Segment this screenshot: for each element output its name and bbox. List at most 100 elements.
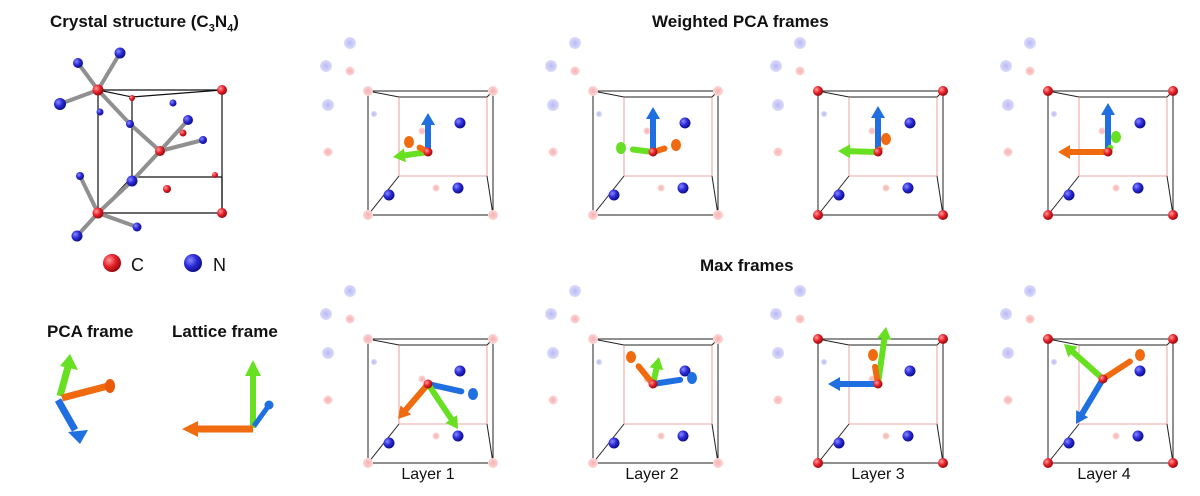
interior-nitrogen-atom (371, 111, 377, 117)
blue-frame-arrow (871, 106, 885, 155)
corner-carbon-atom (813, 334, 823, 344)
corner-carbon-atom (938, 458, 948, 468)
ghost-nitrogen-atom (1024, 285, 1036, 297)
corner-carbon-atom (713, 210, 723, 220)
ghost-carbon-atom (323, 395, 333, 405)
crystal-title-sub2: 4 (227, 22, 234, 35)
interior-carbon-atom (432, 184, 440, 192)
corner-carbon-atom (488, 86, 498, 96)
corner-carbon-atom (1043, 86, 1053, 96)
ghost-nitrogen-atom (320, 308, 332, 320)
crystal-title-prefix: Crystal structure (C (50, 12, 209, 31)
nitrogen-atom (73, 58, 83, 68)
layer-label-1: Layer 1 (401, 466, 455, 483)
legend-carbon-label: C (131, 255, 144, 275)
ghost-carbon-atom (1003, 147, 1013, 157)
interior-carbon-atom (1112, 432, 1120, 440)
interior-nitrogen-atom (904, 117, 916, 129)
ghost-carbon-atom (345, 66, 355, 76)
corner-carbon-atom (813, 210, 823, 220)
pca-green-arrow (56, 354, 78, 397)
interior-nitrogen-atom (679, 117, 691, 129)
pca-orange-arrow (61, 379, 115, 402)
interior-nitrogen-atom (821, 359, 827, 365)
interior-nitrogen-atom (608, 189, 620, 201)
ghost-nitrogen-atom (1002, 347, 1014, 359)
interior-carbon-atom (418, 127, 426, 135)
weighted-panel-layer-1 (320, 37, 498, 220)
ghost-nitrogen-atom (547, 99, 559, 111)
interior-nitrogen-atom (902, 430, 914, 442)
interior-nitrogen-atom (833, 437, 845, 449)
orange-frame-arrow (1100, 349, 1145, 382)
ghost-nitrogen-atom (344, 37, 356, 49)
frame-origin-atom (423, 147, 433, 157)
ghost-carbon-atom (773, 395, 783, 405)
lattice-frame-axes (182, 360, 274, 437)
crystal-title-sub1: 3 (208, 22, 215, 35)
ghost-carbon-atom (570, 66, 580, 76)
corner-carbon-atom (588, 458, 598, 468)
carbon-atom (212, 172, 218, 178)
lattice-orange-arrow (182, 421, 253, 437)
corner-carbon-atom (1043, 210, 1053, 220)
interior-nitrogen-atom (1063, 189, 1075, 201)
interior-carbon-atom (643, 127, 651, 135)
frame-origin-atom (873, 147, 883, 157)
max-panel-layer-2 (545, 285, 723, 468)
corner-carbon-atom (938, 86, 948, 96)
corner-carbon-atom (488, 210, 498, 220)
nitrogen-atom (71, 230, 83, 242)
orange-frame-arrow (1058, 145, 1111, 159)
ghost-carbon-atom (548, 147, 558, 157)
crystal-structure-title: Crystal structure (C3N4) (50, 12, 239, 34)
green-frame-arrow (838, 144, 881, 159)
corner-carbon-atom (588, 86, 598, 96)
interior-nitrogen-atom (821, 111, 827, 117)
interior-carbon-atom (1112, 184, 1120, 192)
ghost-nitrogen-atom (772, 99, 784, 111)
interior-nitrogen-atom (452, 182, 464, 194)
corner-carbon-atom (1168, 86, 1178, 96)
unit-cell-back-edges (623, 97, 713, 177)
carbon-atom (179, 129, 187, 137)
interior-carbon-atom (418, 375, 426, 383)
blue-frame-arrow (1101, 103, 1115, 155)
nitrogen-atom (183, 115, 193, 125)
ghost-nitrogen-atom (794, 285, 806, 297)
interior-nitrogen-atom (454, 365, 466, 377)
corner-carbon-atom (488, 334, 498, 344)
interior-nitrogen-atom (677, 430, 689, 442)
ghost-nitrogen-atom (322, 99, 334, 111)
corner-carbon-atom (488, 458, 498, 468)
orange-frame-arrow (398, 381, 431, 419)
legend-nitrogen-label: N (213, 255, 226, 275)
ghost-nitrogen-atom (569, 37, 581, 49)
ghost-carbon-atom (1025, 314, 1035, 324)
ghost-nitrogen-atom (545, 60, 557, 72)
interior-nitrogen-atom (1132, 430, 1144, 442)
green-frame-arrow (616, 142, 656, 155)
ghost-nitrogen-atom (1024, 37, 1036, 49)
ghost-nitrogen-atom (772, 347, 784, 359)
unit-cell-back-edges (623, 345, 713, 425)
interior-carbon-atom (1098, 127, 1106, 135)
crystal-atoms (54, 47, 227, 242)
interior-nitrogen-atom (677, 182, 689, 194)
unit-cell-back-edges (398, 345, 488, 425)
nitrogen-atom (169, 99, 177, 107)
nitrogen-atom (126, 175, 138, 187)
ghost-nitrogen-atom (545, 308, 557, 320)
nitrogen-atom (199, 136, 207, 144)
ghost-carbon-atom (795, 314, 805, 324)
ghost-nitrogen-atom (1000, 308, 1012, 320)
interior-carbon-atom (882, 184, 890, 192)
ghost-nitrogen-atom (770, 60, 782, 72)
interior-carbon-atom (657, 432, 665, 440)
lattice-green-arrow (245, 360, 261, 428)
orange-frame-arrow (626, 351, 656, 387)
corner-carbon-atom (713, 458, 723, 468)
crystal-structure-diagram (54, 47, 227, 242)
interior-nitrogen-atom (596, 111, 602, 117)
weighted-panel-layer-2 (545, 37, 723, 220)
